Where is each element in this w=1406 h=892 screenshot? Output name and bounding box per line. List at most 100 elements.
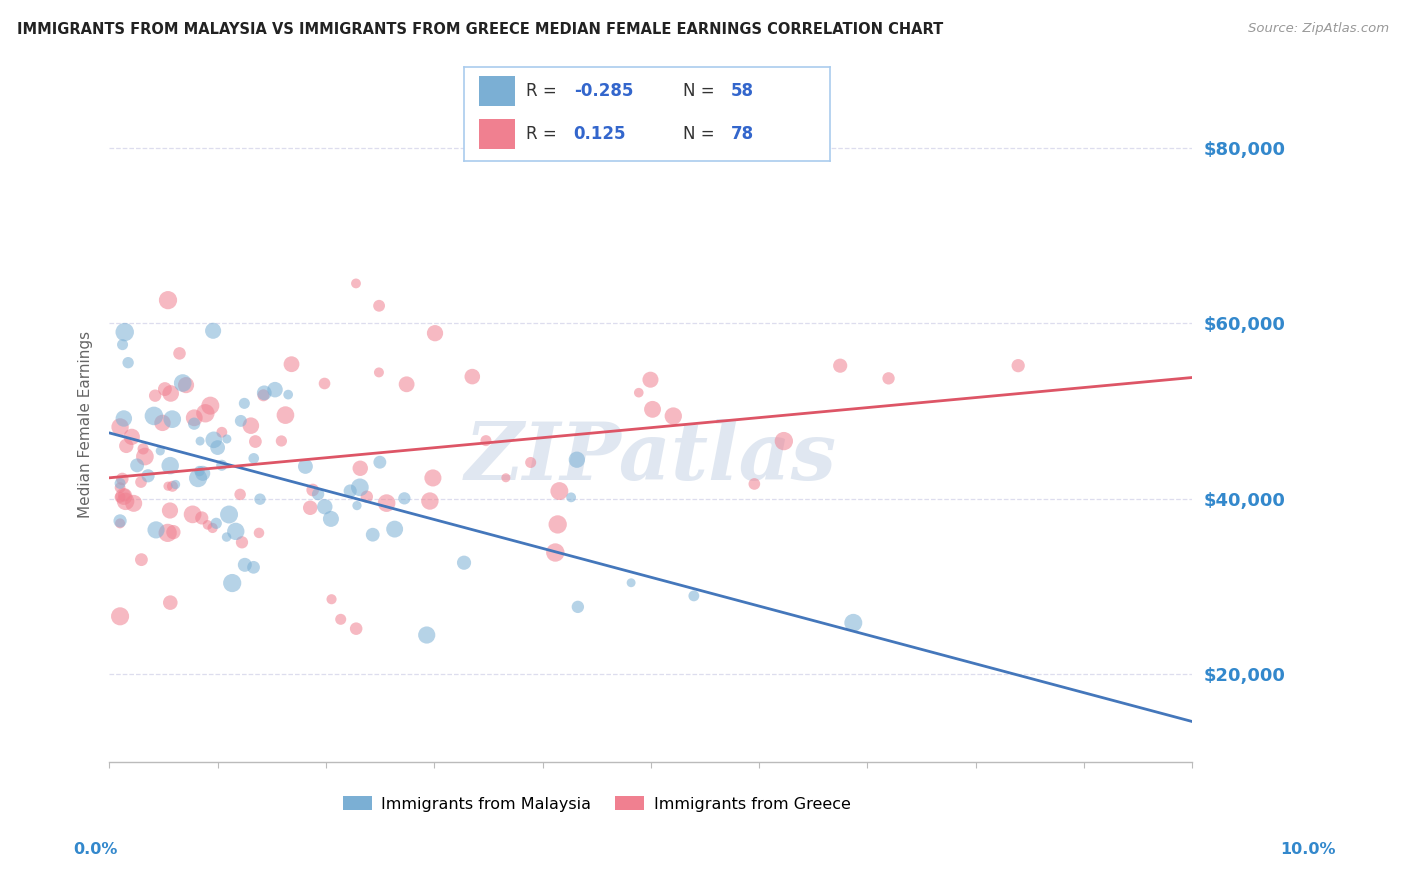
Point	[842, 615, 865, 630]
Point	[339, 483, 361, 498]
Point	[108, 476, 131, 491]
Point	[172, 376, 194, 390]
Text: 10.0%: 10.0%	[1279, 842, 1336, 856]
Point	[188, 464, 211, 478]
Point	[142, 409, 165, 423]
Point	[114, 494, 136, 508]
Point	[375, 496, 398, 510]
Point	[299, 500, 322, 515]
Point	[112, 490, 135, 504]
Point	[121, 430, 143, 444]
FancyBboxPatch shape	[478, 77, 515, 106]
Point	[830, 359, 852, 373]
Point	[149, 443, 172, 458]
Point	[145, 523, 167, 537]
Point	[108, 609, 131, 624]
Point	[641, 402, 664, 417]
Point	[159, 503, 181, 517]
Point	[314, 376, 336, 391]
Point	[416, 628, 439, 642]
Point	[108, 516, 131, 531]
Point	[156, 525, 179, 540]
Point	[131, 552, 153, 566]
Point	[274, 408, 297, 422]
Point	[136, 468, 159, 483]
Point	[346, 499, 368, 513]
Text: N =: N =	[683, 82, 714, 100]
Point	[211, 425, 233, 440]
Point	[202, 324, 225, 338]
Point	[314, 500, 336, 514]
Point	[112, 411, 135, 425]
Point	[544, 545, 567, 559]
Point	[108, 481, 131, 495]
Point	[361, 527, 384, 541]
Point	[233, 396, 256, 410]
Point	[264, 383, 287, 397]
Point	[221, 576, 243, 591]
Point	[134, 450, 156, 464]
Text: Source: ZipAtlas.com: Source: ZipAtlas.com	[1249, 22, 1389, 36]
Point	[395, 377, 418, 392]
Point	[682, 589, 704, 603]
Point	[560, 491, 582, 505]
Point	[495, 471, 517, 485]
Point	[159, 596, 181, 610]
Point	[565, 452, 588, 467]
Point	[321, 592, 343, 607]
Point	[368, 455, 391, 469]
Point	[1007, 359, 1029, 373]
Text: IMMIGRANTS FROM MALAYSIA VS IMMIGRANTS FROM GREECE MEDIAN FEMALE EARNINGS CORREL: IMMIGRANTS FROM MALAYSIA VS IMMIGRANTS F…	[17, 22, 943, 37]
Point	[162, 525, 184, 540]
Point	[159, 458, 181, 473]
Point	[461, 369, 484, 384]
Point	[548, 484, 571, 499]
Point	[153, 382, 176, 396]
Point	[329, 612, 352, 626]
Point	[160, 412, 183, 426]
Point	[349, 480, 371, 494]
Point	[252, 388, 274, 402]
Point	[384, 522, 406, 536]
Point	[215, 530, 238, 544]
Point	[280, 357, 302, 371]
Point	[627, 385, 650, 400]
Point	[270, 434, 292, 448]
Point	[301, 483, 323, 497]
Point	[108, 420, 131, 434]
Point	[207, 441, 229, 455]
Point	[197, 517, 219, 532]
Point	[242, 451, 264, 466]
Point	[108, 514, 131, 528]
Point	[231, 535, 253, 549]
Point	[368, 299, 391, 313]
Point	[519, 455, 541, 469]
Point	[242, 560, 264, 574]
Point	[744, 477, 766, 491]
Point	[423, 326, 446, 341]
Point	[772, 434, 794, 449]
Point	[127, 458, 149, 473]
Point	[152, 416, 174, 430]
Legend: Immigrants from Malaysia, Immigrants from Greece: Immigrants from Malaysia, Immigrants fro…	[336, 789, 856, 818]
Point	[181, 508, 204, 522]
Point	[356, 490, 378, 504]
Point	[194, 406, 217, 420]
Text: 0.125: 0.125	[574, 126, 626, 144]
Point	[229, 414, 252, 428]
Point	[111, 472, 134, 486]
Point	[191, 467, 214, 481]
Point	[307, 487, 329, 501]
Point	[205, 516, 228, 531]
Point	[233, 558, 256, 572]
Point	[277, 387, 299, 401]
Text: N =: N =	[683, 126, 714, 144]
Point	[225, 524, 247, 539]
Text: R =: R =	[526, 82, 557, 100]
Point	[132, 442, 155, 456]
Point	[183, 417, 205, 431]
Point	[169, 346, 191, 360]
Text: 58: 58	[731, 82, 754, 100]
Point	[662, 409, 685, 423]
Point	[117, 356, 139, 370]
